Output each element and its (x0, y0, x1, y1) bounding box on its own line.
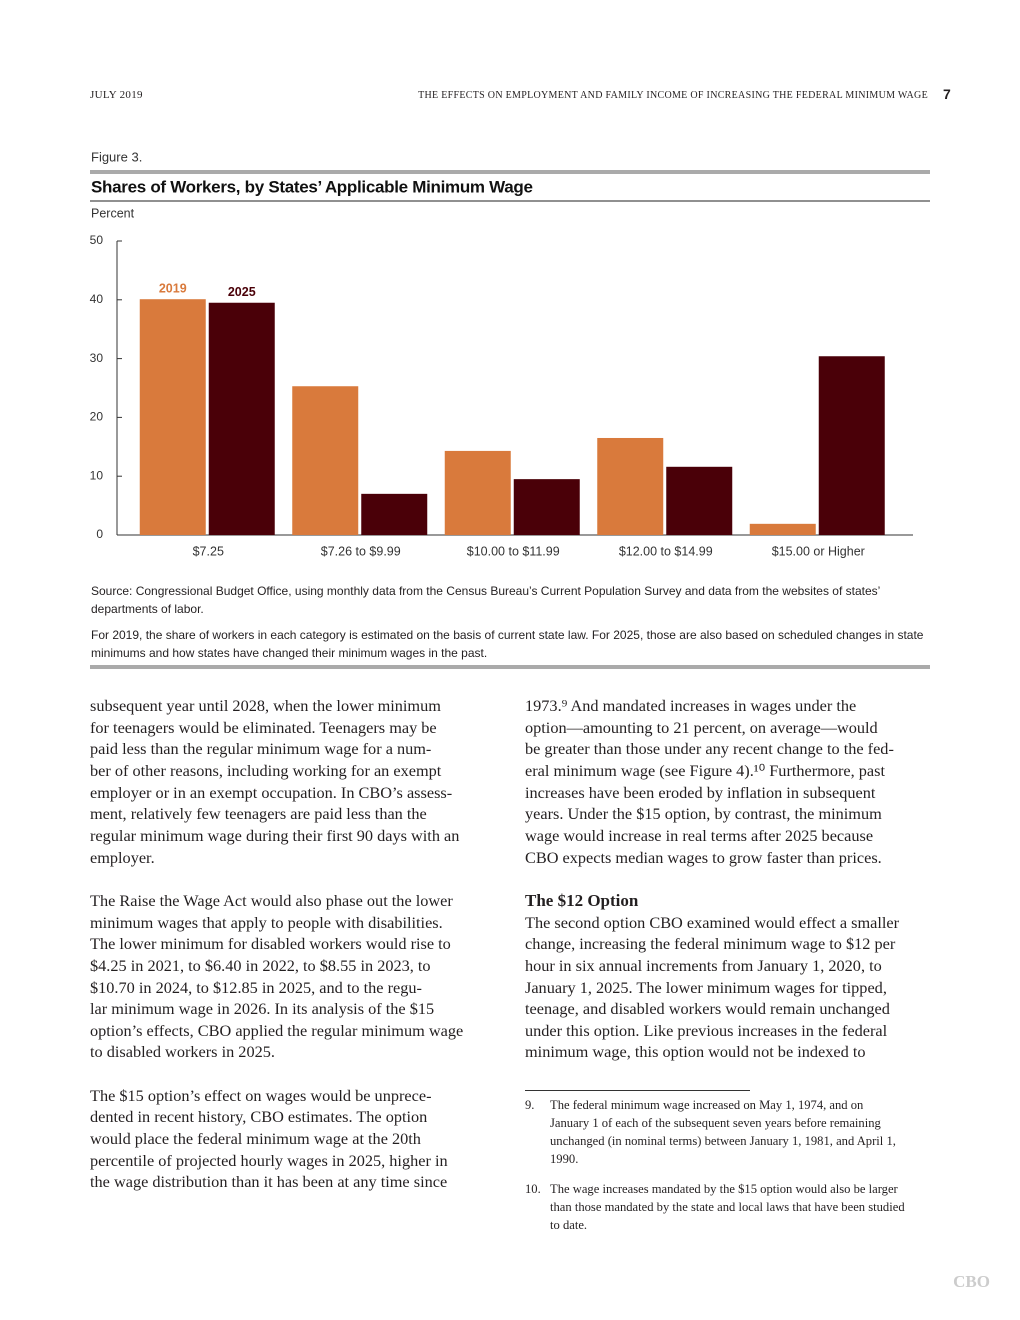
text-line: The $15 option’s effect on wages would b… (90, 1085, 432, 1105)
paragraph-gap (525, 868, 899, 890)
y-tick-label: 10 (90, 468, 104, 482)
y-axis-label: Percent (91, 206, 135, 220)
chart-note: For 2019, the share of workers in each c… (91, 628, 924, 660)
footnote-text: The wage increases mandated by the $15 o… (550, 1182, 905, 1232)
text-line: the wage distribution than it has been a… (90, 1172, 448, 1192)
text-line: ber of other reasons, including working … (90, 760, 442, 780)
bar (666, 466, 733, 535)
text-line: employer or in an exempt occupation. In … (90, 782, 453, 802)
text-line: would place the federal minimum wage at … (90, 1129, 421, 1149)
text-line: paid less than the regular minimum wage … (90, 739, 432, 759)
rule (90, 170, 930, 174)
y-tick-label: 40 (90, 292, 104, 306)
footnote-rule (525, 1090, 750, 1091)
legend-label: 2025 (228, 285, 256, 299)
bar (361, 493, 428, 535)
text-line: wage would increase in real terms after … (525, 825, 874, 845)
header-title: THE EFFECTS ON EMPLOYMENT AND FAMILY INC… (418, 90, 928, 101)
y-tick-label: 30 (90, 351, 104, 365)
bar (818, 356, 885, 535)
text-line: The lower minimum for disabled workers w… (90, 934, 451, 954)
text-line: option’s effects, CBO applied the regula… (90, 1020, 464, 1040)
paragraph-gap (90, 868, 463, 890)
bar (597, 437, 664, 535)
text-line: minimum wages that apply to people with … (90, 912, 443, 932)
bar (208, 302, 275, 535)
text-line: for teenagers would be eliminated. Teena… (90, 717, 437, 737)
bar (749, 523, 816, 535)
source-note: Source: Congressional Budget Office, usi… (91, 584, 880, 616)
text-line: regular minimum wage during their first … (90, 825, 460, 845)
text-line: $4.25 in 2021, to $6.40 in 2022, to $8.5… (90, 955, 431, 975)
section-heading: The $12 Option (525, 890, 639, 910)
text-line: subsequent year until 2028, when the low… (90, 696, 441, 715)
figure: Figure 3. Shares of Workers, by States’ … (90, 149, 930, 669)
text-line: 1973.⁹ And mandated increases in wages u… (525, 696, 857, 715)
y-tick-label: 50 (90, 233, 104, 247)
text-line: increases have been eroded by inflation … (525, 782, 876, 802)
footnote-number: 9. (525, 1098, 535, 1112)
x-tick-label: $7.26 to $9.99 (321, 544, 401, 558)
y-tick-label: 0 (96, 527, 103, 541)
figure-label: Figure 3. (91, 149, 142, 164)
paragraph-gap (90, 1063, 463, 1085)
y-tick-label: 20 (90, 410, 104, 424)
legend-label: 2019 (159, 282, 187, 296)
text-line: The Raise the Wage Act would also phase … (90, 890, 453, 910)
text-line: The second option CBO examined would eff… (525, 912, 900, 932)
bar (513, 479, 580, 535)
footnote-number: 10. (525, 1182, 541, 1196)
text-line: under this option. Like previous increas… (525, 1020, 888, 1040)
text-line: change, increasing the federal minimum w… (525, 934, 896, 954)
text-line: eral minimum wage (see Figure 4).¹⁰ Furt… (525, 760, 886, 780)
text-line: years. Under the $15 option, by contrast… (525, 804, 882, 824)
text-line: January 1, 2025. The lower minimum wages… (525, 977, 887, 997)
text-line: minimum wage, this option would not be i… (525, 1042, 866, 1062)
x-tick-label: $12.00 to $14.99 (619, 544, 713, 558)
footnote: 10. The wage increases mandated by the $1… (525, 1180, 905, 1234)
footnote-text: The federal minimum wage increased on Ma… (550, 1098, 896, 1166)
bar (139, 299, 206, 535)
text-line: ment, relatively few teenagers are paid … (90, 804, 427, 824)
page-number: 7 (943, 86, 951, 102)
x-tick-label: $7.25 (193, 544, 224, 558)
footer-logo: CBO (953, 1272, 990, 1291)
plot: 0 10 20 30 40 50 $7.25 $7.26 to $9.99 $10.00 to … (90, 233, 913, 558)
text-line: lar minimum wage in 2026. In its analysi… (90, 999, 435, 1019)
text-line: teenage, and disabled workers would rema… (525, 999, 890, 1019)
text-line: employer. (90, 847, 155, 867)
text-line: be greater than those under any recent c… (525, 739, 894, 759)
text-line: option—amounting to 21 percent, on avera… (525, 717, 878, 737)
header-date: JULY 2019 (90, 89, 143, 101)
rule (90, 665, 930, 669)
left-column: subsequent year until 2028, when the low… (90, 695, 463, 1193)
bar (444, 450, 511, 535)
footnote: 9. The federal minimum wage increased on … (525, 1096, 905, 1168)
text-line: dented in recent history, CBO estimates.… (90, 1107, 428, 1127)
x-tick-label: $10.00 to $11.99 (467, 544, 560, 558)
right-column: 1973.⁹ And mandated increases in wages u… (525, 695, 899, 1063)
text-line: $10.70 in 2024, to $12.85 in 2025, and t… (90, 977, 422, 997)
text-line: hour in six annual increments from Janua… (525, 955, 882, 975)
footnotes: 9. The federal minimum wage increased on … (525, 1096, 905, 1246)
x-tick-label: $15.00 or Higher (772, 544, 865, 558)
chart-title: Shares of Workers, by States’ Applicable… (91, 177, 533, 196)
bar (292, 386, 359, 535)
text-line: percentile of projected hourly wages in … (90, 1150, 448, 1170)
text-line: CBO expects median wages to grow faster … (525, 847, 882, 867)
text-line: to disabled workers in 2025. (90, 1042, 275, 1062)
